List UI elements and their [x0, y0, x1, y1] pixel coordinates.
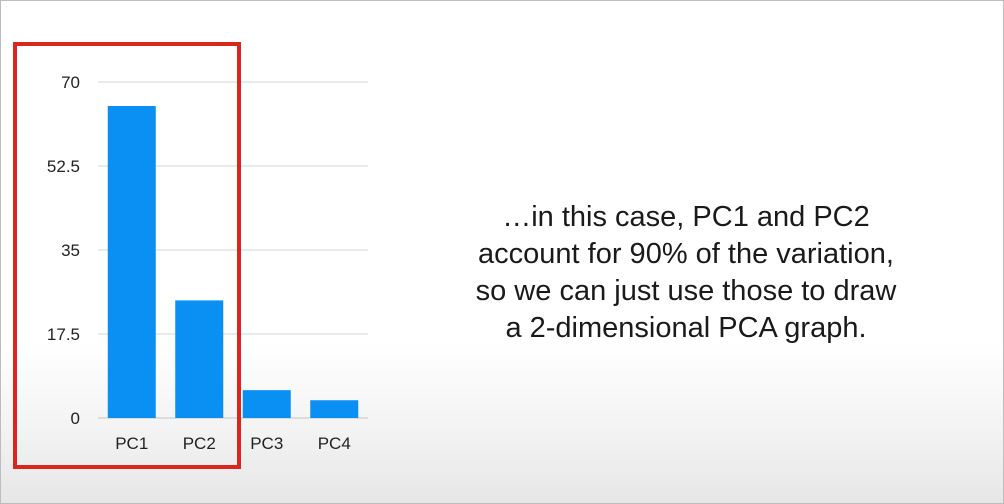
x-tick-label-pc1: PC1 [115, 434, 148, 453]
y-tick-label: 70 [61, 73, 80, 92]
bar-pc4 [310, 400, 359, 418]
y-tick-label: 35 [61, 241, 80, 260]
caption-text: …in this case, PC1 and PC2 account for 9… [431, 199, 941, 347]
caption-line-3: so we can just use those to draw [475, 275, 897, 307]
bar-pc3 [242, 390, 291, 418]
y-tick-label: 0 [71, 409, 80, 428]
y-tick-label: 52.5 [47, 157, 80, 176]
caption-line-2: account for 90% of the variation, [478, 238, 894, 270]
caption-line-1: …in this case, PC1 and PC2 [502, 201, 870, 233]
x-tick-label-pc3: PC3 [250, 434, 283, 453]
bar-pc1 [107, 106, 156, 418]
y-tick-label: 17.5 [47, 325, 80, 344]
caption-line-4: a 2-dimensional PCA graph. [505, 312, 867, 344]
scree-plot-chart: 0 17.5 35 52.5 70 PC1 PC2 PC3 PC4 [47, 73, 368, 453]
x-tick-label-pc2: PC2 [183, 434, 216, 453]
x-tick-label-pc4: PC4 [318, 434, 351, 453]
bar-pc2 [175, 300, 224, 418]
